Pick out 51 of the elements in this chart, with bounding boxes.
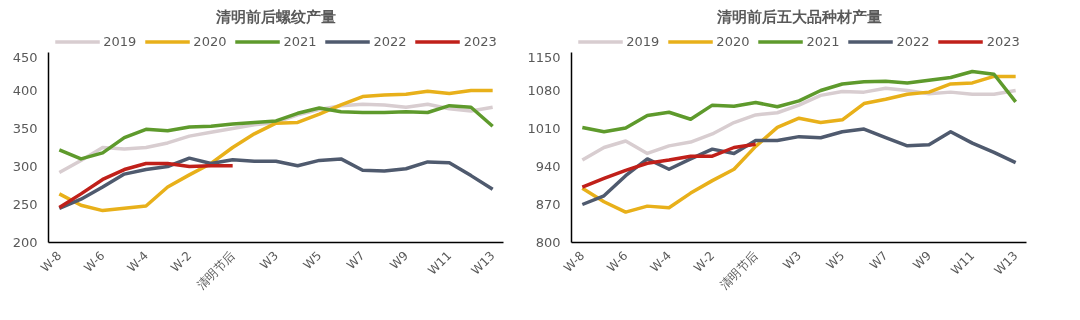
x-tick-label: W3: [780, 248, 804, 273]
legend-label: 2019: [626, 33, 660, 49]
y-tick-label: 940: [535, 159, 561, 174]
x-tick-label: W-2: [690, 248, 718, 275]
x-tick-label: W-8: [37, 248, 65, 275]
x-tick-label: W5: [300, 248, 325, 273]
x-tick-label: W-2: [167, 248, 195, 275]
line-series: [580, 142, 758, 189]
x-tick-label: W7: [343, 248, 368, 273]
legend-label: 2023: [986, 33, 1020, 49]
y-tick-label: 300: [12, 159, 38, 174]
x-tick-label: W9: [387, 248, 411, 273]
chart-title: 清明前后螺纹产量: [215, 7, 336, 26]
line-series: [580, 127, 1018, 207]
y-tick-label: 250: [12, 197, 38, 212]
legend-label: 2020: [193, 33, 227, 49]
line-series: [57, 156, 495, 211]
x-tick-label: W-4: [647, 248, 674, 275]
x-tick-label: W-4: [124, 248, 151, 275]
y-tick-label: 1080: [527, 83, 561, 98]
legend-label: 2021: [283, 33, 317, 49]
x-tick-label: 清明节后: [716, 248, 761, 293]
x-tick-label: W-6: [604, 248, 631, 275]
x-tick-label: W7: [866, 248, 891, 273]
legend-label: 2022: [896, 33, 930, 49]
y-tick-label: 1010: [527, 121, 561, 136]
line-series: [57, 103, 495, 161]
y-tick-label: 400: [12, 83, 38, 98]
legend-label: 2022: [373, 33, 407, 49]
x-tick-label: W3: [257, 248, 281, 273]
legend-label: 2021: [806, 33, 840, 49]
y-tick-label: 870: [535, 197, 561, 212]
line-series: [580, 86, 1018, 162]
legend-label: 2019: [103, 33, 137, 49]
y-tick-label: 350: [12, 121, 38, 136]
y-tick-label: 800: [535, 235, 561, 250]
line-series: [57, 88, 495, 213]
x-tick-label: 清明节后: [193, 248, 238, 293]
y-tick-label: 450: [12, 49, 38, 65]
chart-title: 清明前后五大品种材产量: [715, 7, 882, 26]
x-tick-label: W-8: [560, 248, 588, 275]
legend-label: 2020: [716, 33, 750, 49]
x-tick-label: W-6: [81, 248, 108, 275]
y-tick-label: 200: [12, 235, 38, 250]
x-tick-label: W9: [910, 248, 934, 273]
x-tick-label: W5: [823, 248, 848, 273]
y-tick-label: 1150: [527, 49, 561, 65]
line-series: [580, 69, 1018, 134]
line-series: [57, 161, 235, 210]
legend-label: 2023: [463, 33, 497, 49]
line-series: [580, 74, 1018, 214]
